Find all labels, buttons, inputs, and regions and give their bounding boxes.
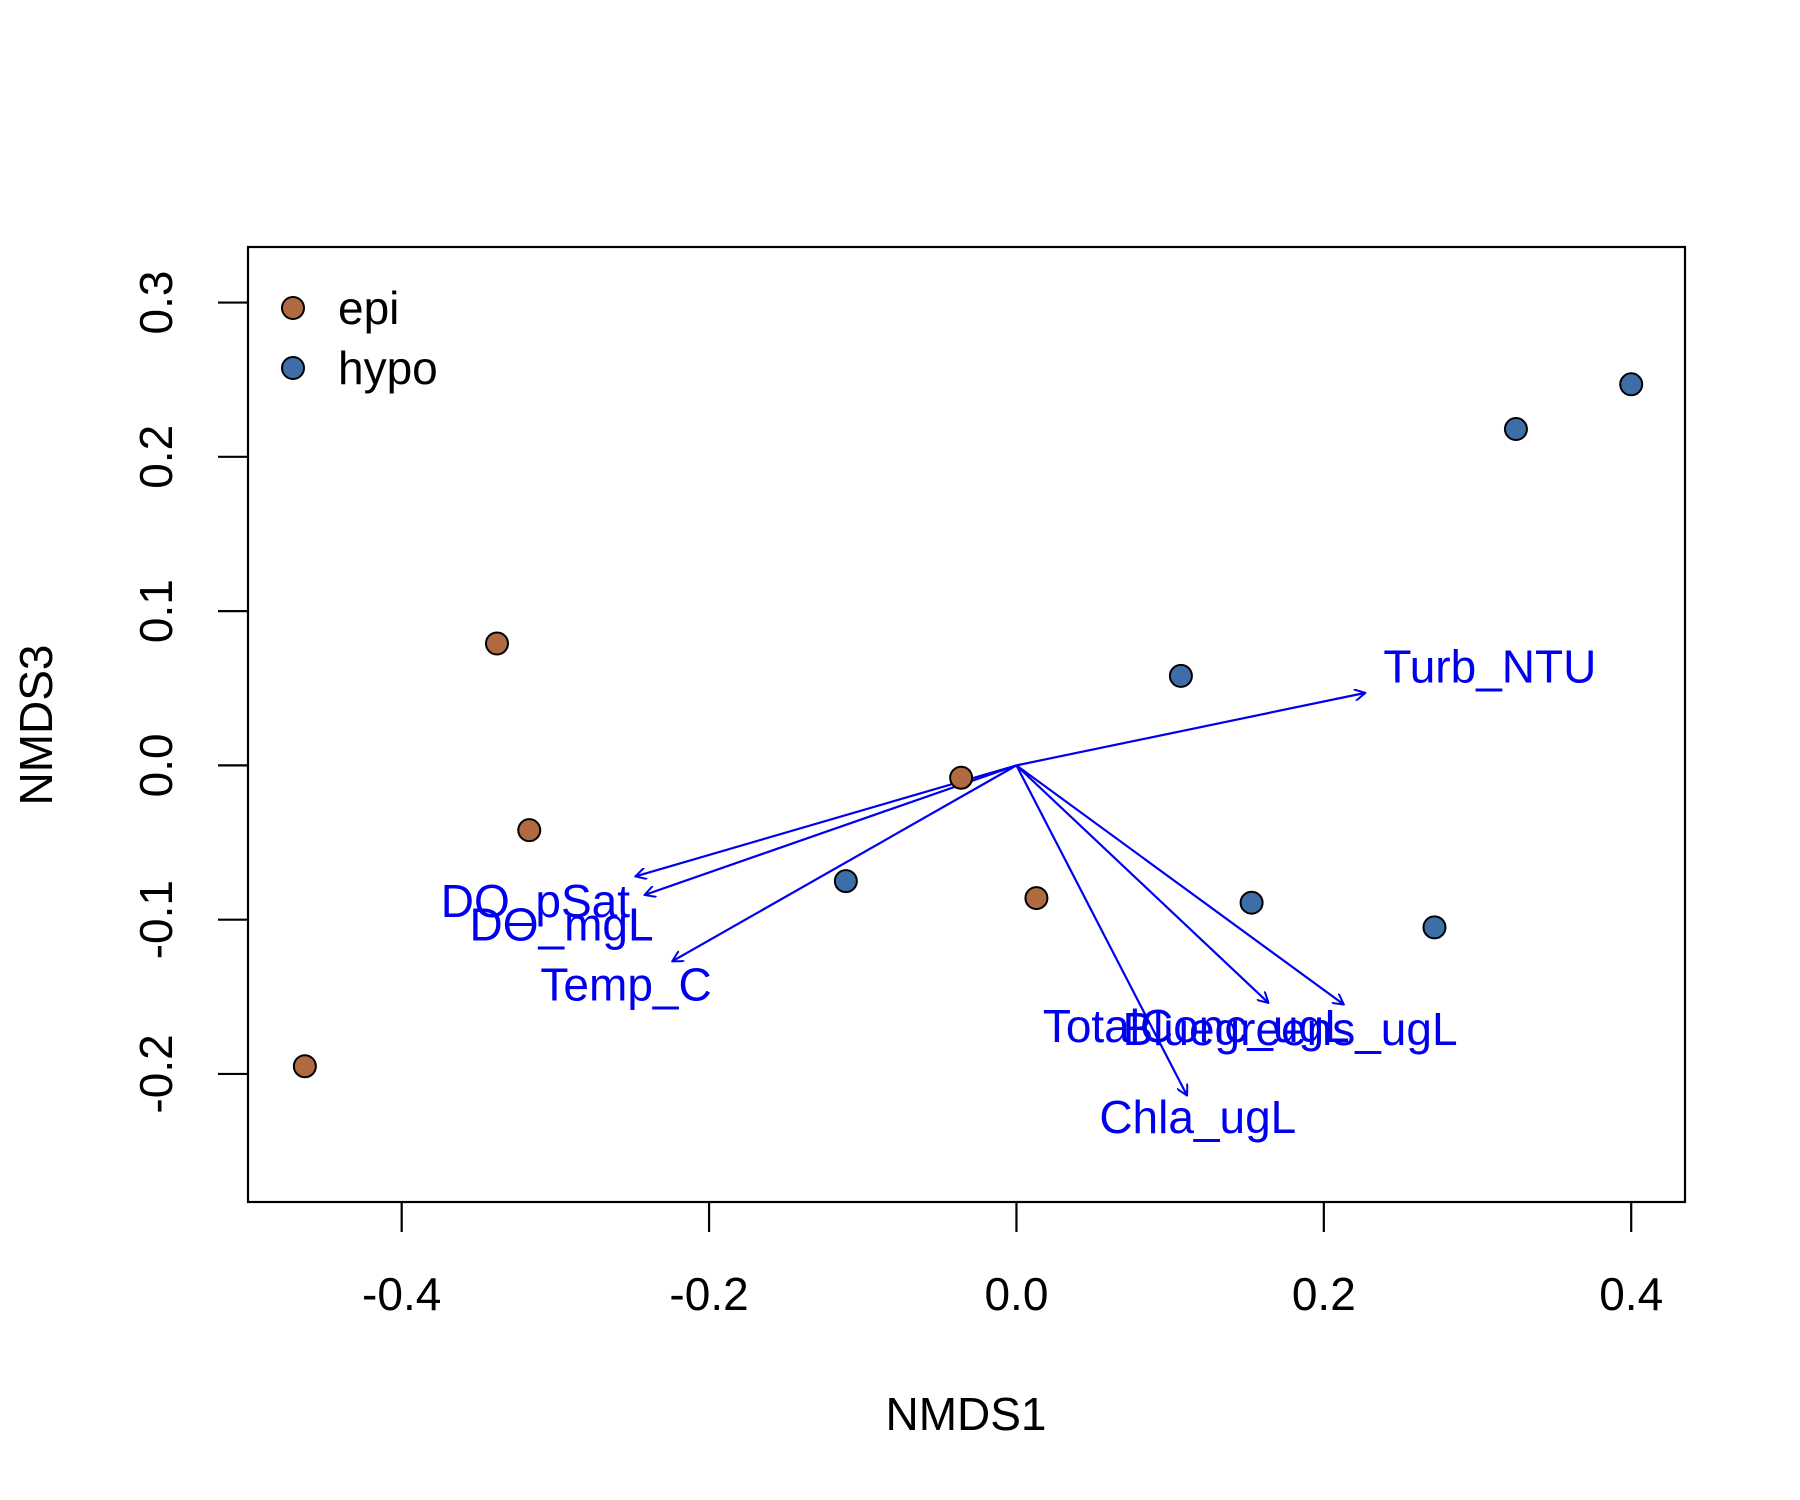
point-hypo — [1619, 372, 1644, 397]
y-axis-label: NMDS3 — [10, 644, 62, 805]
y-tick-label: 0.0 — [130, 733, 182, 797]
vector-arrow — [1015, 764, 1268, 1003]
vector-arrow — [1015, 764, 1187, 1095]
point-epi — [484, 631, 509, 656]
point-epi — [1024, 886, 1049, 911]
legend-label-hypo: hypo — [338, 342, 438, 394]
y-tick-label: 0.1 — [130, 579, 182, 643]
point-hypo — [1422, 915, 1447, 940]
y-tick-label: 0.2 — [130, 425, 182, 489]
vector-label: Chla_ugL — [1099, 1091, 1296, 1143]
point-hypo — [833, 869, 858, 894]
vector-arrow — [672, 764, 1017, 961]
x-axis: -0.4 -0.2 0.0 0.2 0.4 — [362, 1202, 1663, 1320]
point-epi — [292, 1054, 317, 1079]
y-tick-label: 0.3 — [130, 271, 182, 335]
x-tick-label: -0.2 — [669, 1268, 748, 1320]
vector-label: Bluegreens_ugL — [1122, 1003, 1457, 1055]
point-hypo — [1239, 890, 1264, 915]
point-hypo — [1503, 417, 1528, 442]
vector-label: DO_pSat — [441, 875, 630, 927]
vector-arrow — [1016, 693, 1365, 767]
y-tick-label: -0.1 — [130, 880, 182, 959]
y-axis: -0.2 -0.1 0.0 0.1 0.2 0.3 — [130, 271, 248, 1114]
x-tick-label: 0.2 — [1292, 1268, 1356, 1320]
site-points — [292, 372, 1644, 1079]
y-tick-label: -0.2 — [130, 1034, 182, 1113]
plot-frame — [246, 245, 1687, 1204]
x-tick-label: 0.4 — [1599, 1268, 1663, 1320]
legend-marker-hypo — [281, 356, 305, 380]
x-tick-label: -0.4 — [362, 1268, 441, 1320]
point-hypo — [1168, 663, 1193, 688]
point-epi — [517, 818, 542, 843]
vector-arrow — [1015, 764, 1343, 1004]
x-tick-label: 0.0 — [984, 1268, 1048, 1320]
vector-label: DO_mgL — [469, 898, 653, 950]
x-axis-label: NMDS1 — [885, 1388, 1046, 1440]
vector-label: TotalConc_ugL — [1043, 1000, 1350, 1052]
legend-marker-epi — [281, 296, 305, 320]
point-epi — [949, 765, 974, 790]
vector-label: Temp_C — [540, 958, 711, 1010]
legend-label-epi: epi — [338, 282, 399, 334]
legend: epi hypo — [281, 282, 438, 394]
vector-label: Turb_NTU — [1383, 641, 1596, 693]
